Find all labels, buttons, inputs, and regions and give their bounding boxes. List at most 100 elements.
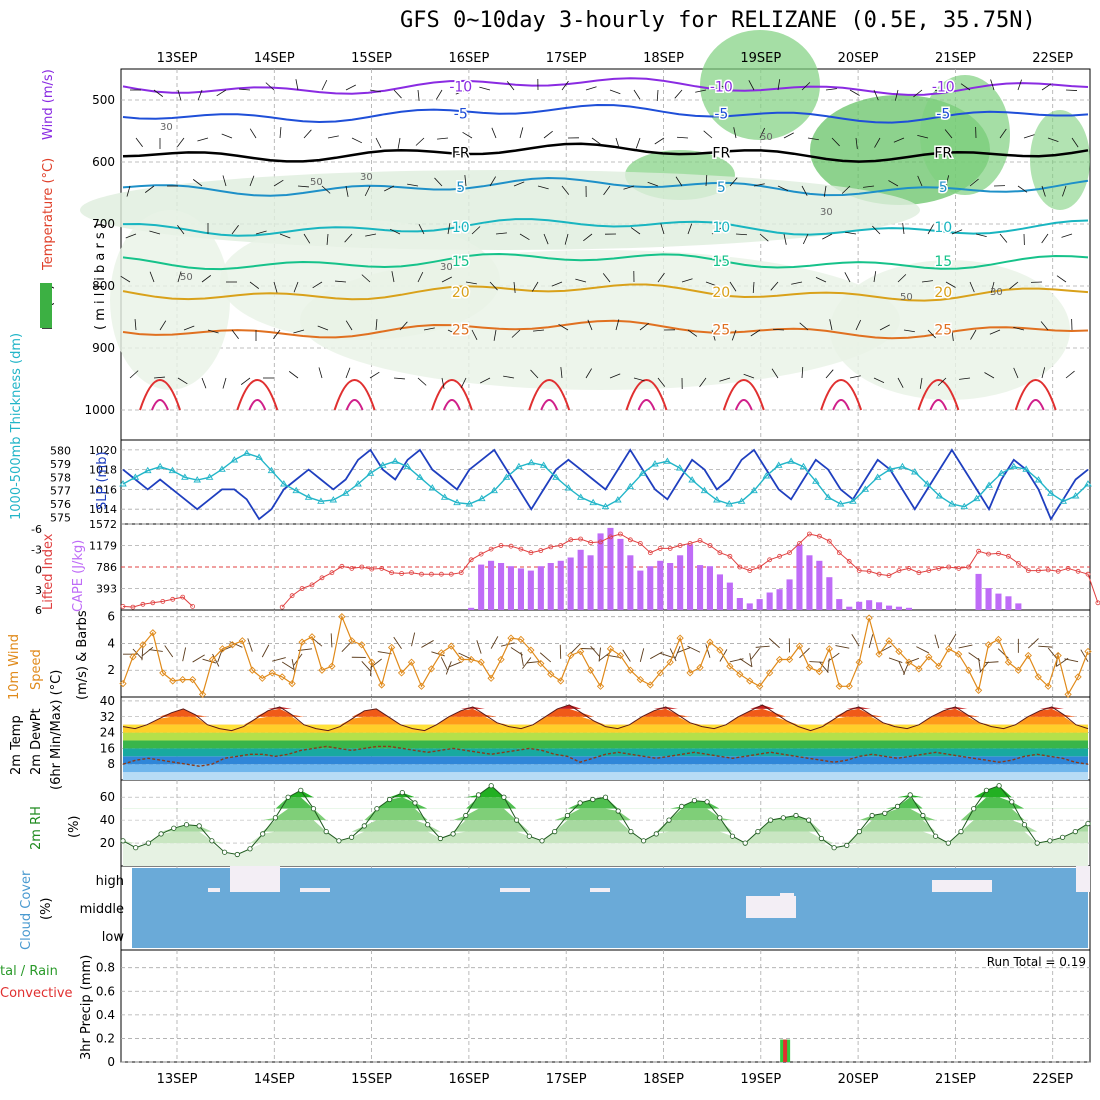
thickness-point xyxy=(490,486,498,494)
thickness-point xyxy=(391,457,399,464)
rh-point xyxy=(996,783,1002,789)
wind-barb xyxy=(802,233,809,245)
slp-axis-group: SLP (mb) xyxy=(95,451,110,510)
rh-point xyxy=(374,806,380,812)
thickness-point xyxy=(824,493,832,500)
lifted-index-point xyxy=(309,582,315,588)
slp-line xyxy=(122,448,1089,522)
thickness-point xyxy=(935,492,944,499)
wind-axis-group: Speed xyxy=(29,649,44,690)
rh-fill-1 xyxy=(123,831,1088,844)
thickness-line xyxy=(122,452,1089,508)
wind-speed-point xyxy=(606,645,615,653)
wind-barb xyxy=(407,183,419,187)
warm-loop xyxy=(625,379,668,411)
wind-barb xyxy=(919,377,923,389)
wind-barb xyxy=(999,128,1007,139)
wind-speed-point xyxy=(576,647,585,656)
wind-barb xyxy=(537,185,549,190)
wind-barb xyxy=(183,325,195,331)
rh-point xyxy=(1047,838,1053,844)
wind-speed-point xyxy=(328,662,336,670)
thickness-point xyxy=(267,466,276,474)
thickness-point xyxy=(292,486,300,494)
hot-loop xyxy=(832,399,851,411)
wind-speed-point xyxy=(537,659,545,668)
wind-barb xyxy=(960,83,971,91)
wind-speed-point xyxy=(945,645,953,653)
isotherm-label: -5 xyxy=(936,107,950,123)
thickness-point xyxy=(626,482,635,490)
cloud-gap-5 xyxy=(300,888,330,892)
wind-barb xyxy=(1061,233,1073,238)
cape-bar xyxy=(488,560,495,610)
temp-axis-group: (6hr Min/Max) (°C) xyxy=(49,670,64,790)
lifted-index-point xyxy=(1016,561,1021,566)
surface-wind-barb xyxy=(570,643,581,654)
date-label-bottom: 21SEP xyxy=(935,1072,976,1087)
cape-bar xyxy=(577,549,584,610)
surface-wind-barb xyxy=(599,651,611,661)
thickness-point xyxy=(329,496,338,503)
thickness-point xyxy=(564,484,573,491)
cloud-gap-0 xyxy=(230,866,280,892)
wind-barb xyxy=(417,271,424,283)
lifted-index-point xyxy=(1085,571,1091,577)
thickness-point xyxy=(787,457,795,464)
surface-wind-barb xyxy=(247,638,253,652)
wind-barb xyxy=(543,233,549,245)
wind-speed-point xyxy=(417,682,426,690)
wind-barb xyxy=(464,175,467,187)
wind-barb xyxy=(129,370,139,379)
rh-shading-7 xyxy=(110,210,230,390)
wind-barb xyxy=(126,185,131,197)
cape-bar xyxy=(607,527,614,610)
wind-barb xyxy=(615,319,620,331)
thickness-point xyxy=(131,473,140,480)
wind-barb xyxy=(519,233,530,241)
surface-wind-barb xyxy=(650,651,663,660)
wind-barb xyxy=(506,81,515,91)
isotherm-label: 5 xyxy=(717,180,726,196)
wind-barb xyxy=(705,174,708,187)
wind-tick-label: 4 xyxy=(107,636,115,650)
wind-speed-point xyxy=(925,653,933,661)
rh-shading-8 xyxy=(300,250,900,390)
lifted-index-point xyxy=(488,546,494,552)
cape-bar xyxy=(836,599,843,610)
precip-convective-bar xyxy=(783,1039,788,1062)
thickness-point xyxy=(725,500,734,507)
lifted-index-point xyxy=(697,538,703,543)
thickness-point xyxy=(403,462,412,470)
thickness-point xyxy=(242,449,251,456)
rh-contour-label: 50 xyxy=(180,272,193,283)
wind-barb xyxy=(937,377,947,386)
pressure-tick-label: 900 xyxy=(92,341,115,355)
cape-bar xyxy=(1005,596,1012,610)
thickness-point xyxy=(1034,476,1043,483)
lifted-index-point xyxy=(608,534,613,540)
wind-speed-point xyxy=(298,638,306,646)
wind-barb xyxy=(326,233,329,245)
wind-barb xyxy=(149,230,161,235)
lifted-index-line xyxy=(122,596,193,608)
thickness-point xyxy=(230,456,239,463)
wind-barb xyxy=(873,271,877,283)
lifted-index-point xyxy=(836,550,842,556)
wind-speed-point xyxy=(785,655,794,664)
rh-point xyxy=(907,792,913,798)
wind-speed-point xyxy=(686,669,694,677)
surface-wind-barb xyxy=(132,648,143,660)
wind-barb xyxy=(874,137,881,148)
wind-speed-point xyxy=(885,637,893,645)
wind-barb xyxy=(849,89,860,96)
rh-point xyxy=(272,815,278,821)
lifted-index-point xyxy=(757,564,763,570)
wind-speed-point xyxy=(616,651,625,660)
wind-speed-point xyxy=(507,634,515,642)
wind-barb xyxy=(893,137,905,143)
wind-barb xyxy=(729,281,737,292)
thickness-point xyxy=(774,461,783,468)
wind-barb xyxy=(297,185,309,188)
panel-frame-1 xyxy=(120,439,1091,525)
